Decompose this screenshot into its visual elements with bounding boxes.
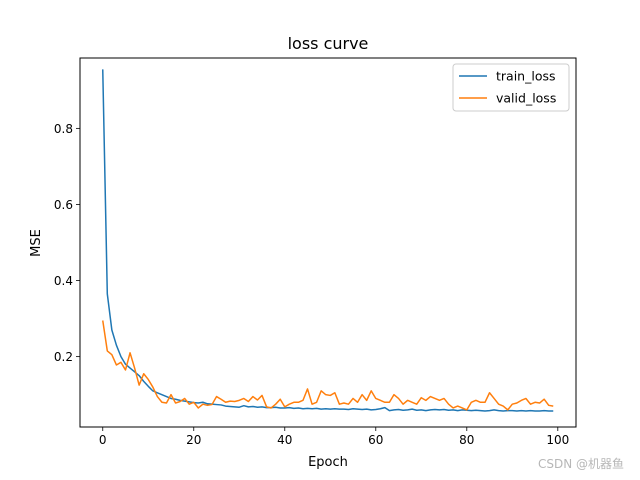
y-tick-label: 0.8 [54,122,73,136]
chart-title: loss curve [288,34,369,53]
legend: train_loss valid_loss [452,63,570,112]
x-tick-label: 0 [99,433,107,447]
x-tick-label: 80 [459,433,474,447]
y-axis-label: MSE [29,229,44,257]
legend-label: train_loss [496,69,556,84]
y-axis-ticks: 0.2 0.4 0.6 0.8 [54,122,80,364]
x-axis-label: Epoch [308,455,348,470]
legend-label: valid_loss [496,91,556,106]
y-tick-label: 0.2 [54,350,73,364]
x-tick-label: 20 [186,433,201,447]
plot-frame [79,57,577,428]
y-tick-label: 0.6 [54,198,73,212]
y-tick-label: 0.4 [54,274,73,288]
watermark: CSDN @机器鱼 [537,457,624,471]
series-line-valid-loss [102,320,554,411]
x-tick-label: 100 [546,433,569,447]
x-axis-ticks: 0 20 40 60 80 100 [99,427,569,447]
plot-lines [102,69,554,412]
x-tick-label: 40 [277,433,292,447]
x-tick-label: 60 [368,433,383,447]
series-line-train-loss [102,69,554,412]
